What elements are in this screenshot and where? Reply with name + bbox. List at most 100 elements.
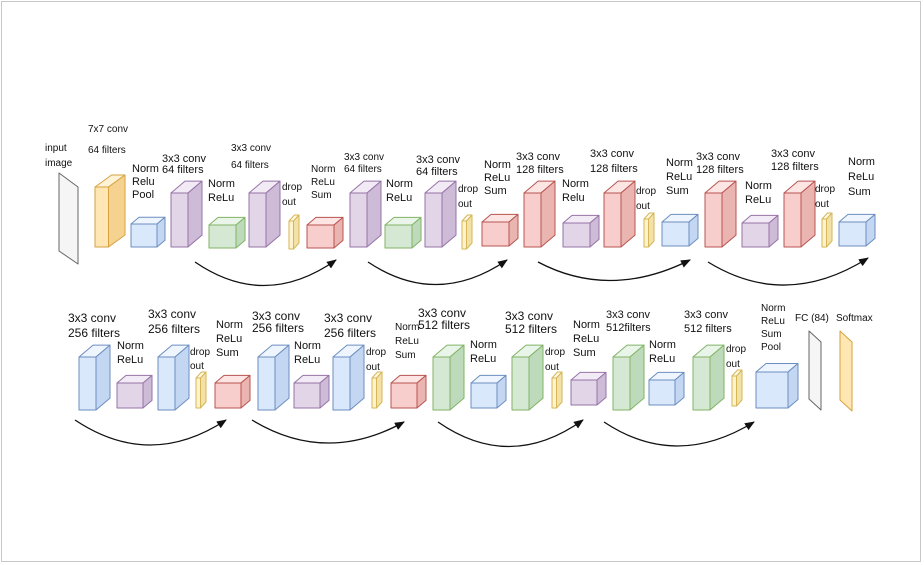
b1-sum-label-line: ReLu — [311, 177, 335, 188]
skip-arrow-b3 — [537, 259, 691, 282]
b5-sum-label-line: ReLu — [216, 333, 242, 345]
b4-sum-label-line: Norm — [848, 156, 875, 168]
b7-conv2-label: 3x3 conv 512 filters — [505, 309, 557, 336]
conv7-block — [94, 174, 126, 248]
b8-conv1-label-line: 512filters — [606, 322, 651, 334]
b7-conv2-label-line: 3x3 conv — [505, 309, 553, 323]
b5-dropout-label-line: out — [190, 361, 204, 372]
b5-conv1-label-line: 3x3 conv — [68, 311, 116, 325]
b7-norm1-label: Norm ReLu — [470, 339, 497, 365]
b6-sum-label-line: ReLu — [395, 336, 419, 347]
pool1-label: Norm Relu Pool — [132, 163, 159, 201]
conv7-label-line: 7x7 conv — [88, 124, 128, 135]
b8-dropout-label-line: drop — [726, 344, 746, 355]
b2-conv2-label-line: 64 filters — [416, 166, 458, 178]
b5-sum-label: Norm ReLu Sum — [216, 319, 243, 359]
b6-conv2-cube — [332, 344, 365, 411]
b4-sum-label-line: Sum — [848, 186, 871, 198]
b5-conv2-cube — [157, 344, 190, 411]
softmax-label-line: Softmax — [836, 313, 873, 324]
conv7-label-line: 64 filters — [88, 145, 126, 156]
b3-sum-cube — [661, 213, 699, 247]
b4-sum-cube — [838, 213, 876, 247]
b3-norm1-label-line: Norm — [562, 178, 589, 190]
fc-plate — [808, 330, 822, 411]
b1-conv2-cube — [248, 180, 281, 248]
b8-conv1-label-line: 3x3 conv — [606, 309, 651, 321]
b7-dropout-plate — [551, 371, 563, 409]
skip-connection-arrows — [74, 257, 869, 448]
b1-conv2-label-a: 3x3 conv 64 filters — [231, 143, 271, 171]
b3-conv1-label-line: 3x3 conv — [516, 151, 561, 163]
b6-sum-label-line: Norm — [395, 322, 419, 333]
b3-conv1-cube — [523, 180, 556, 248]
b3-conv1-label: 3x3 conv 128 filters — [516, 151, 564, 176]
b3-dropout-label-line: drop — [636, 186, 656, 197]
skip-arrow-b8 — [603, 421, 755, 447]
b2-dropout-label-line: out — [458, 199, 472, 210]
skip-arrow-b1 — [194, 259, 337, 287]
softmax-plate — [839, 330, 853, 412]
b7-sum-label-line: Norm — [573, 319, 600, 331]
b1-conv1-label: 3x3 conv 64 filters — [162, 153, 207, 176]
b6-conv2-label-line: 3x3 conv — [324, 311, 372, 325]
b1-dropout-plate — [288, 214, 300, 250]
pool1-label-line: Norm — [132, 163, 159, 175]
b5-norm1-cube — [116, 374, 153, 409]
b6-dropout-label: drop out — [366, 347, 386, 373]
b4-conv2-label-line: 3x3 conv — [771, 148, 816, 160]
b2-conv1-cube — [349, 180, 382, 248]
b3-conv2-cube — [603, 180, 636, 248]
b6-conv1-label-line: 3x3 conv — [252, 309, 300, 323]
b5-norm1-label-line: Norm — [117, 340, 144, 352]
b5-conv1-label: 3x3 conv 256 filters — [68, 311, 120, 340]
b7-dropout-label-line: out — [545, 362, 559, 373]
b2-norm1-label-line: Norm — [386, 178, 413, 190]
b8-conv1-cube — [612, 344, 645, 411]
b7-norm1-cube — [470, 374, 507, 409]
b5-dropout-label-line: drop — [190, 347, 210, 358]
final-pool-label-line: Sum — [761, 329, 782, 340]
b5-conv2-label: 3x3 conv 256 filters — [148, 307, 200, 336]
b4-dropout-label-line: out — [815, 199, 829, 210]
b2-norm1-cube — [384, 216, 422, 249]
b7-conv1-label: 3x3 conv 512 filters — [418, 306, 470, 332]
b5-norm1-label-line: ReLu — [117, 354, 143, 366]
b2-conv2-cube — [424, 180, 457, 248]
b7-dropout-label-line: drop — [545, 347, 565, 358]
fc-label-line: FC (84) — [795, 313, 829, 324]
b7-conv1-label-line: 512 filters — [418, 318, 470, 332]
final-pool-label-line: Pool — [761, 342, 781, 353]
b5-conv1-cube — [78, 344, 111, 411]
b2-dropout-label: drop out — [458, 184, 478, 210]
b7-conv2-label-line: 512 filters — [505, 322, 557, 336]
b3-conv2-label-line: 3x3 conv — [590, 148, 635, 160]
b6-sum-cube — [390, 374, 427, 409]
b7-norm1-label-line: ReLu — [470, 353, 496, 365]
b6-conv1-label-line: 256 filters — [252, 321, 304, 335]
b3-sum-label-line: Norm — [666, 157, 693, 169]
b1-sum-label: Norm ReLu Sum — [311, 164, 335, 201]
b7-norm1-label-line: Norm — [470, 339, 497, 351]
b7-conv2-cube — [511, 344, 544, 411]
b7-dropout-label: drop out — [545, 347, 565, 373]
b8-dropout-plate — [731, 369, 743, 407]
b4-conv2-label: 3x3 conv 128 filters — [771, 148, 819, 173]
b4-conv2-label-line: 128 filters — [771, 161, 819, 173]
b8-norm1-label: Norm ReLu — [649, 339, 676, 365]
b4-norm1-label-line: Norm — [745, 180, 772, 192]
fc-label: FC (84) — [795, 313, 829, 324]
input-image-label: input image — [45, 143, 73, 169]
b2-norm1-label-line: ReLu — [386, 192, 412, 204]
b6-conv2-label-line: 256 filters — [324, 326, 376, 340]
layer-blocks — [58, 172, 876, 412]
b2-sum-label: Norm ReLu Sum — [484, 159, 511, 197]
b6-conv1-cube — [257, 344, 290, 411]
b3-norm1-cube — [562, 214, 600, 248]
b1-norm1-label: Norm ReLu — [208, 178, 235, 204]
skip-arrow-b4 — [707, 257, 869, 286]
b4-norm1-label: Norm ReLu — [745, 180, 772, 206]
b6-conv2-label: 3x3 conv 256 filters — [324, 311, 376, 340]
b1-sum-cube — [306, 216, 344, 249]
b4-conv1-label: 3x3 conv 128 filters — [696, 151, 744, 176]
